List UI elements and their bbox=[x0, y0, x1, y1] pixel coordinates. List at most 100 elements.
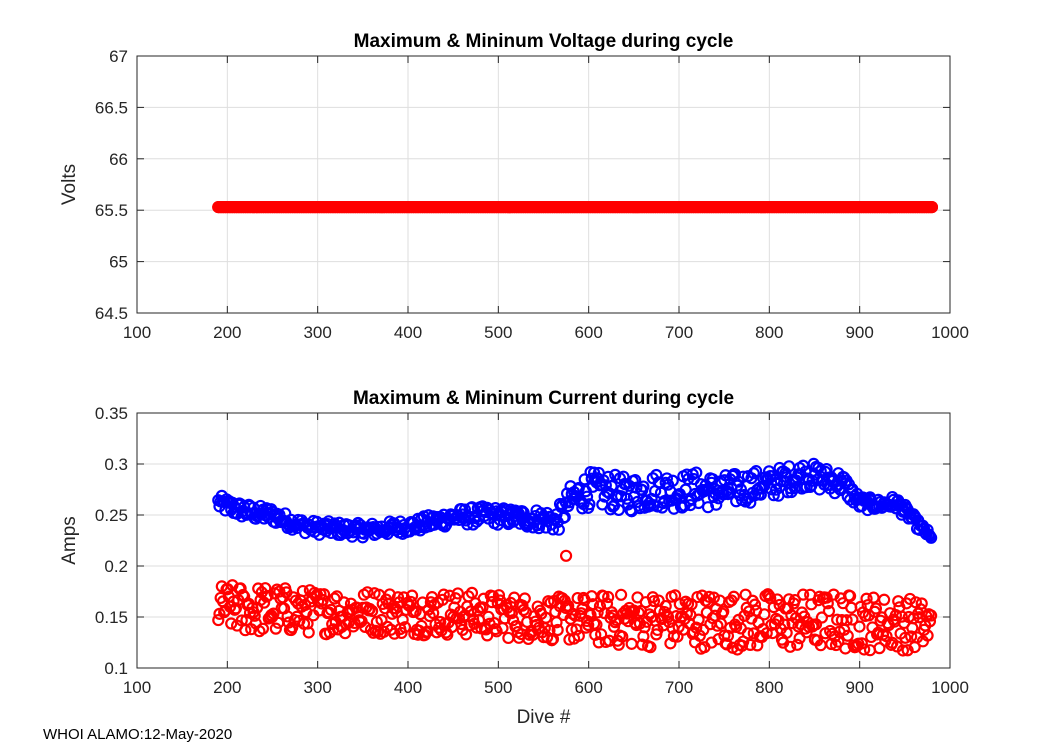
data-point bbox=[572, 481, 585, 495]
y-tick-label: 67 bbox=[109, 47, 128, 66]
data-point bbox=[517, 603, 530, 617]
data-point bbox=[405, 589, 419, 602]
x-tick-label: 500 bbox=[484, 323, 512, 342]
data-point bbox=[552, 523, 565, 536]
axes-box bbox=[136, 55, 951, 314]
current-panel: 100 200 300 400 500 600 700 800 900 1000 0.1 0.15 0.… bbox=[59, 388, 969, 728]
data-point bbox=[925, 609, 938, 622]
data-point bbox=[873, 642, 886, 655]
data-point bbox=[267, 607, 280, 620]
data-point bbox=[821, 597, 834, 610]
data-point bbox=[490, 625, 503, 638]
data-point bbox=[791, 638, 804, 651]
data-point bbox=[846, 613, 859, 626]
data-point bbox=[750, 465, 763, 478]
data-point bbox=[685, 598, 698, 611]
y-tick-label: 0.2 bbox=[104, 557, 128, 576]
y-tick-label: 0.25 bbox=[95, 506, 128, 525]
data-point bbox=[539, 611, 553, 624]
data-point bbox=[437, 588, 450, 601]
data-point bbox=[248, 609, 261, 622]
data-point bbox=[212, 613, 225, 627]
data-point bbox=[684, 499, 697, 512]
y-tick-label: 0.1 bbox=[104, 659, 128, 678]
data-point bbox=[603, 487, 616, 500]
series-maximum-current bbox=[212, 457, 938, 544]
chart-title: Maximum & Mininum Current during cycle bbox=[353, 388, 734, 409]
data-point bbox=[636, 638, 649, 651]
data-point bbox=[612, 503, 625, 517]
x-axis-label: Dive # bbox=[517, 707, 571, 728]
data-point bbox=[539, 521, 553, 534]
data-point bbox=[666, 474, 679, 487]
data-point bbox=[809, 618, 823, 631]
chart-title: Maximum & Mininum Voltage during cycle bbox=[354, 31, 734, 52]
data-point bbox=[660, 472, 673, 485]
x-tick-label: 100 bbox=[123, 678, 151, 697]
data-point bbox=[747, 467, 760, 480]
data-point bbox=[465, 586, 479, 599]
data-point bbox=[647, 594, 661, 608]
data-point bbox=[869, 602, 883, 615]
data-point bbox=[358, 620, 372, 634]
data-point bbox=[854, 600, 867, 613]
outlier-point bbox=[559, 549, 573, 562]
data-point bbox=[443, 589, 456, 602]
x-tick-label: 700 bbox=[665, 678, 693, 697]
data-point bbox=[788, 593, 801, 607]
data-point bbox=[826, 627, 839, 640]
axes-box bbox=[136, 412, 951, 669]
data-point bbox=[721, 629, 735, 643]
data-point bbox=[841, 629, 854, 642]
data-point bbox=[739, 588, 752, 601]
data-point bbox=[744, 638, 757, 651]
data-point bbox=[476, 601, 489, 614]
x-tick-label: 600 bbox=[574, 323, 602, 342]
x-tick-label: 300 bbox=[303, 678, 331, 697]
data-point bbox=[778, 618, 791, 631]
data-point bbox=[569, 609, 582, 622]
data-point bbox=[259, 582, 272, 595]
data-point bbox=[616, 630, 629, 643]
data-point bbox=[925, 201, 939, 214]
data-point bbox=[620, 492, 634, 505]
data-point bbox=[771, 593, 784, 606]
x-tick-label: 100 bbox=[123, 323, 151, 342]
data-point bbox=[923, 615, 937, 628]
x-tick-label: 600 bbox=[574, 678, 602, 697]
y-tick-label: 66 bbox=[109, 150, 128, 169]
x-tick-label: 400 bbox=[394, 678, 422, 697]
data-markers bbox=[212, 201, 939, 214]
y-tick-label: 0.15 bbox=[95, 608, 128, 627]
data-point bbox=[925, 531, 938, 544]
data-point bbox=[820, 591, 833, 604]
x-tick-label: 200 bbox=[213, 323, 241, 342]
data-point bbox=[895, 610, 908, 623]
data-point bbox=[797, 588, 810, 601]
data-point bbox=[580, 490, 594, 503]
data-point bbox=[644, 641, 657, 654]
data-point bbox=[462, 590, 475, 603]
data-point bbox=[324, 603, 338, 616]
data-point bbox=[921, 629, 934, 642]
data-point bbox=[860, 592, 873, 605]
series-minimum-current bbox=[212, 579, 938, 657]
data-point bbox=[617, 470, 630, 483]
x-tick-label: 800 bbox=[755, 323, 783, 342]
data-point bbox=[905, 630, 918, 643]
data-point bbox=[398, 621, 412, 634]
data-point bbox=[602, 590, 615, 604]
data-point bbox=[748, 598, 762, 611]
data-point bbox=[727, 590, 740, 603]
data-point bbox=[758, 608, 771, 621]
data-point bbox=[427, 606, 440, 620]
data-point bbox=[701, 501, 715, 514]
data-point bbox=[375, 613, 388, 627]
y-tick-label: 64.5 bbox=[95, 304, 128, 323]
data-point bbox=[673, 598, 686, 611]
plot-area bbox=[137, 56, 950, 313]
x-tick-label: 1000 bbox=[931, 678, 969, 697]
data-point bbox=[361, 586, 374, 599]
data-point bbox=[705, 636, 718, 649]
data-point bbox=[518, 592, 531, 605]
